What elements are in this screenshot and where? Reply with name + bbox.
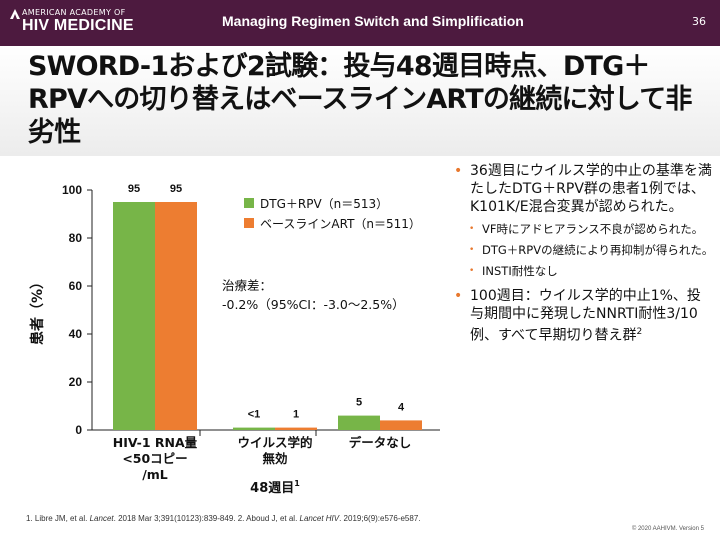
treatment-difference-label: 治療差：: [222, 278, 272, 293]
data-label: 95: [170, 183, 182, 195]
footnote-journal-1: Lancet: [89, 514, 114, 523]
x-tick-label: /mL: [142, 467, 168, 482]
y-tick-label: 60: [69, 279, 83, 293]
bullet-text: 100週目：ウイルス学的中止1%、投与期間中に発現したNNRTI耐性3/10例、…: [470, 288, 701, 344]
bullet-text: 36週目にウイルス学的中止の基準を満たしたDTG＋RPV群の患者1例では、K10…: [470, 163, 712, 215]
y-tick-label: 20: [69, 375, 83, 389]
footnote: 1. Libre JM, et al. Lancet. 2018 Mar 3;3…: [26, 514, 421, 523]
legend-swatch: [244, 198, 254, 208]
copyright: © 2020 AAHIVM. Version 5: [631, 526, 704, 532]
bar-dtg-rpv: [233, 427, 275, 430]
legend-swatch: [244, 218, 254, 228]
x-tick-label: 無効: [262, 451, 287, 466]
bullet-dot-icon: •: [454, 288, 463, 304]
page-number: 36: [692, 15, 706, 28]
x-tick-label: <50コピー: [122, 451, 187, 466]
data-label: 5: [356, 397, 362, 409]
sub-bullet-text: INSTI耐性なし: [482, 264, 558, 278]
x-tick-label: HIV-1 RNA量: [113, 435, 198, 450]
bar-dtg-rpv: [338, 415, 380, 430]
sub-bullet-item: • VF時にアドヒアランス不良が認められた。: [452, 222, 714, 237]
footnote-text-2: . 2018 Mar 3;391(10123):839-849. 2. Abou…: [113, 514, 300, 523]
title-band: [0, 46, 720, 156]
y-tick-label: 80: [69, 231, 83, 245]
sub-bullet-text: DTG＋RPVの継続により再抑制が得られた。: [482, 243, 714, 257]
header-bar: AMERICAN ACADEMY OF HIV MEDICINE Managin…: [0, 0, 720, 46]
legend-label: DTG＋RPV（n＝513）: [260, 197, 388, 211]
bullet-dot-icon: •: [469, 245, 475, 255]
bullet-dot-icon: •: [469, 224, 475, 234]
bullet-reference: 2: [636, 327, 643, 337]
bullet-item: • 36週目にウイルス学的中止の基準を満たしたDTG＋RPV群の患者1例では、K1…: [452, 162, 714, 216]
bar-baseline-art: [275, 427, 317, 430]
bullet-dot-icon: •: [469, 266, 475, 276]
x-tick-label: データなし: [349, 435, 412, 450]
data-label: 95: [128, 183, 140, 195]
x-axis-label: 48週目1: [250, 479, 300, 496]
bullet-item: • 100週目：ウイルス学的中止1%、投与期間中に発現したNNRTI耐性3/10例…: [452, 287, 714, 345]
logo-icon: [10, 9, 20, 19]
y-tick-label: 100: [62, 183, 82, 197]
bullet-list: • 36週目にウイルス学的中止の基準を満たしたDTG＋RPV群の患者1例では、K1…: [452, 158, 714, 345]
bullet-dot-icon: •: [454, 163, 463, 179]
y-tick-label: 40: [69, 327, 83, 341]
sub-bullet-item: • INSTI耐性なし: [452, 264, 714, 279]
section-title: Managing Regimen Switch and Simplificati…: [222, 13, 524, 29]
data-label: <1: [248, 409, 261, 421]
sub-bullet-item: • DTG＋RPVの継続により再抑制が得られた。: [452, 243, 714, 258]
footnote-text-3: . 2019;6(9):e576-e587.: [339, 514, 421, 523]
data-label: 1: [293, 409, 299, 421]
bar-chart: 0 20 40 60 80 100 患者（%） 95 95 HIV-1 RNA量<50コピー/mL…: [29, 183, 440, 496]
treatment-difference-value: -0.2%（95%CI：-3.0〜2.5%）: [222, 297, 405, 312]
legend-label: ベースラインART（n＝511）: [260, 217, 421, 231]
footnote-journal-2: Lancet HIV: [299, 514, 340, 523]
bar-baseline-art: [155, 202, 197, 430]
y-tick-label: 0: [75, 423, 82, 437]
sub-bullet-text: VF時にアドヒアランス不良が認められた。: [482, 222, 704, 236]
bar-baseline-art: [380, 420, 422, 430]
footnote-text-1: 1. Libre JM, et al.: [26, 514, 90, 523]
data-label: 4: [398, 401, 405, 413]
org-name-line2: HIV MEDICINE: [22, 17, 134, 34]
y-axis-label: 患者（%）: [29, 275, 46, 345]
x-tick-label: ウイルス学的: [237, 435, 312, 450]
org-name-line1: AMERICAN ACADEMY OF: [22, 8, 126, 17]
bar-dtg-rpv: [113, 202, 155, 430]
slide-title: SWORD-1および2試験：投与48週目時点、DTG＋RPVへの切り替えはベース…: [28, 51, 692, 148]
